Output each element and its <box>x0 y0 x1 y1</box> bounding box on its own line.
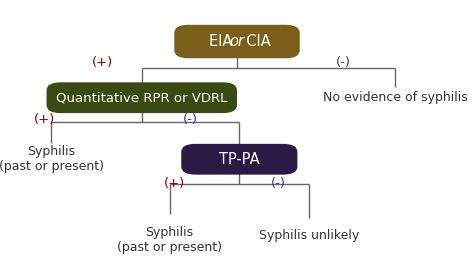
Text: (-): (-) <box>337 57 351 69</box>
Text: (+): (+) <box>164 177 185 190</box>
Text: Syphilis unlikely: Syphilis unlikely <box>259 229 359 242</box>
FancyBboxPatch shape <box>46 82 237 113</box>
Text: Syphilis
(past or present): Syphilis (past or present) <box>0 145 104 173</box>
Text: CIA: CIA <box>237 34 271 49</box>
Text: EIA: EIA <box>209 34 237 49</box>
Text: or: or <box>229 34 245 49</box>
Text: Quantitative RPR or VDRL: Quantitative RPR or VDRL <box>56 91 228 104</box>
Text: TP-PA: TP-PA <box>219 152 260 167</box>
Text: (-): (-) <box>271 177 286 190</box>
FancyBboxPatch shape <box>174 25 300 58</box>
Text: (+): (+) <box>91 57 113 69</box>
Text: (+): (+) <box>34 112 55 126</box>
Text: Syphilis
(past or present): Syphilis (past or present) <box>117 225 222 254</box>
Text: No evidence of syphilis: No evidence of syphilis <box>323 91 467 104</box>
FancyBboxPatch shape <box>181 144 297 175</box>
Text: (-): (-) <box>183 112 198 126</box>
